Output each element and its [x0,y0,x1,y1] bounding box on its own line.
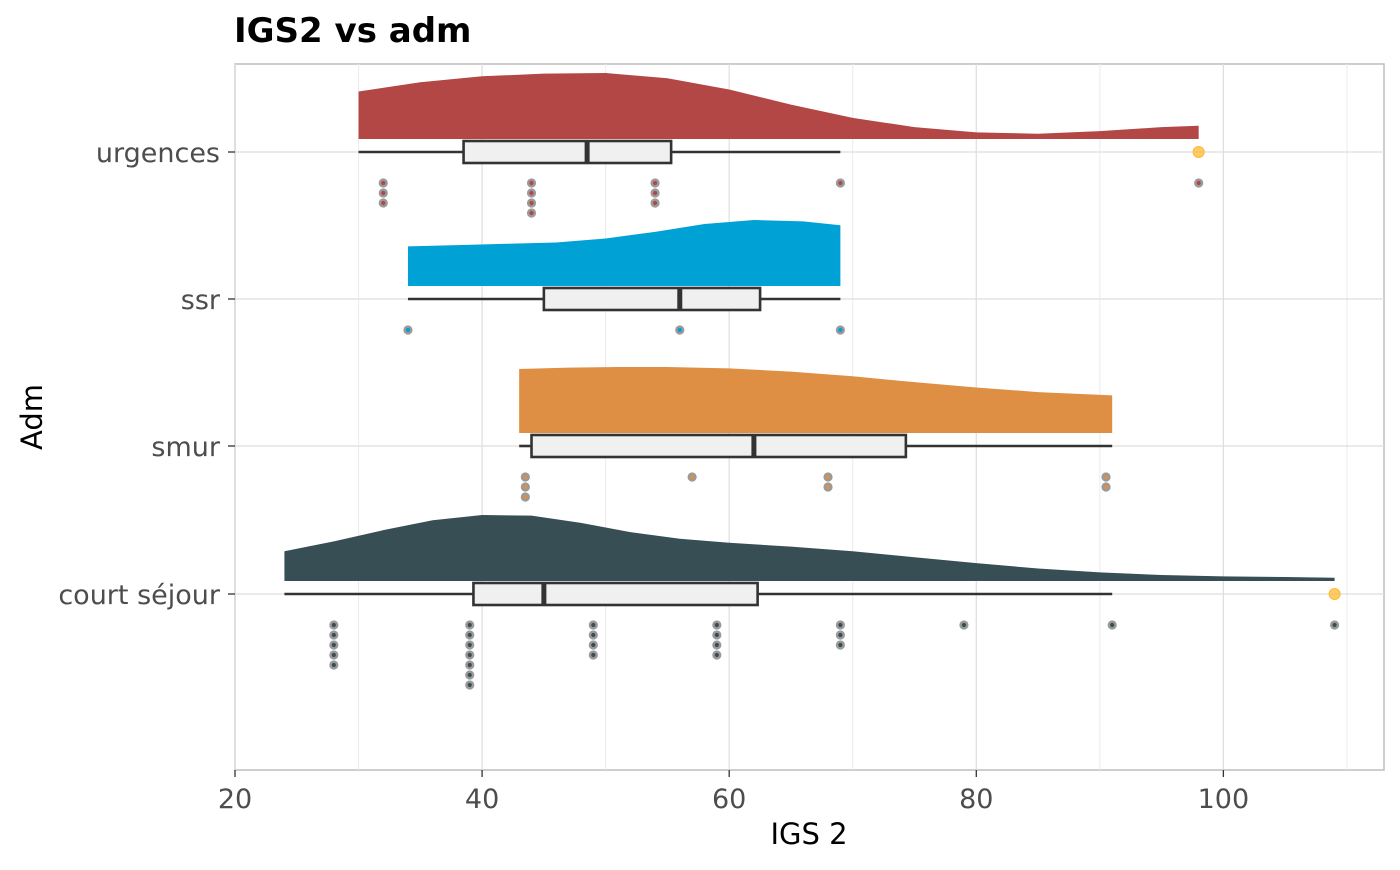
data-point-core-smur [825,474,831,480]
data-point-core-ssr [838,327,843,333]
data-point-core-court-sejour [331,622,336,628]
density-cloud-urgences [358,73,1199,139]
data-point-core-court-sejour [591,632,596,638]
density-cloud-ssr [407,220,841,286]
data-point-core-court-sejour [331,632,336,638]
box-urgences [462,139,673,165]
data-point-core-smur [690,474,695,480]
x-tick-label: 60 [712,784,746,815]
data-point-core-court-sejour [467,682,472,688]
data-point-core-court-sejour [838,632,843,638]
data-point-core-court-sejour [467,662,472,668]
data-point-core-court-sejour [714,632,719,638]
data-point-core-court-sejour [331,652,336,658]
data-point-core-urgences [529,210,534,216]
data-point-core-urgences [838,180,843,186]
data-point-core-court-sejour [1332,622,1337,628]
data-point-core-smur [523,474,528,480]
outlier-point-court-sejour [1328,588,1341,600]
box-court-sejour [472,581,759,607]
data-point-core-ssr [405,327,411,333]
data-point-core-court-sejour [467,672,472,678]
outlier-point-urgences [1192,146,1205,158]
x-tick-label: 40 [465,784,499,815]
y-tick-label-ssr: ssr [181,285,221,316]
data-point-core-urgences [381,180,386,186]
data-point-core-court-sejour [838,622,843,628]
data-point-core-smur [825,484,831,490]
y-tick-label-smur: smur [151,432,220,463]
data-point-core-court-sejour [591,652,596,658]
data-point-core-court-sejour [1110,622,1115,628]
boxplot-layer [284,139,1341,607]
chart-title: IGS2 vs adm [234,11,472,51]
data-point-core-smur [1103,474,1109,480]
data-point-core-urgences [381,200,386,206]
data-point-core-court-sejour [714,642,719,648]
data-point-core-urgences [529,190,534,196]
data-point-core-court-sejour [714,652,719,658]
data-point-core-urgences [652,200,658,206]
data-point-core-smur [523,494,528,500]
data-point-core-urgences [652,180,658,186]
data-point-core-urgences [381,190,386,196]
data-point-core-court-sejour [467,652,472,658]
data-point-core-urgences [1196,180,1201,186]
data-point-core-court-sejour [591,642,596,648]
x-tick-label: 100 [1198,784,1250,815]
data-point-core-smur [1103,484,1109,490]
density-layer [284,73,1335,581]
data-point-core-smur [523,484,528,490]
data-point-core-urgences [529,180,534,186]
density-cloud-smur [519,367,1113,433]
data-point-core-court-sejour [467,622,472,628]
x-axis-title: IGS 2 [770,817,847,851]
box-smur [530,433,908,459]
x-tick-label: 20 [218,784,252,815]
data-point-core-court-sejour [714,622,719,628]
data-point-core-court-sejour [838,642,843,648]
y-tick-label-urgences: urgences [96,138,220,169]
data-point-core-court-sejour [591,622,596,628]
data-point-core-court-sejour [331,662,336,668]
data-point-core-court-sejour [961,622,967,628]
x-tick-label: 80 [959,784,993,815]
points-layer [329,178,1340,690]
data-point-core-ssr [677,327,682,333]
density-cloud-court-sejour [284,515,1335,581]
data-point-core-court-sejour [331,642,336,648]
axis-layer: 20 40 60 80 100 urgences ssr smur court séjour [58,138,1249,815]
y-axis-title: Adm [15,384,49,450]
y-tick-label-court-sejour: court séjour [58,580,221,611]
data-point-core-urgences [529,200,534,206]
data-point-core-court-sejour [467,642,472,648]
data-point-core-court-sejour [467,632,472,638]
box-ssr [542,286,762,312]
data-point-core-urgences [652,190,658,196]
